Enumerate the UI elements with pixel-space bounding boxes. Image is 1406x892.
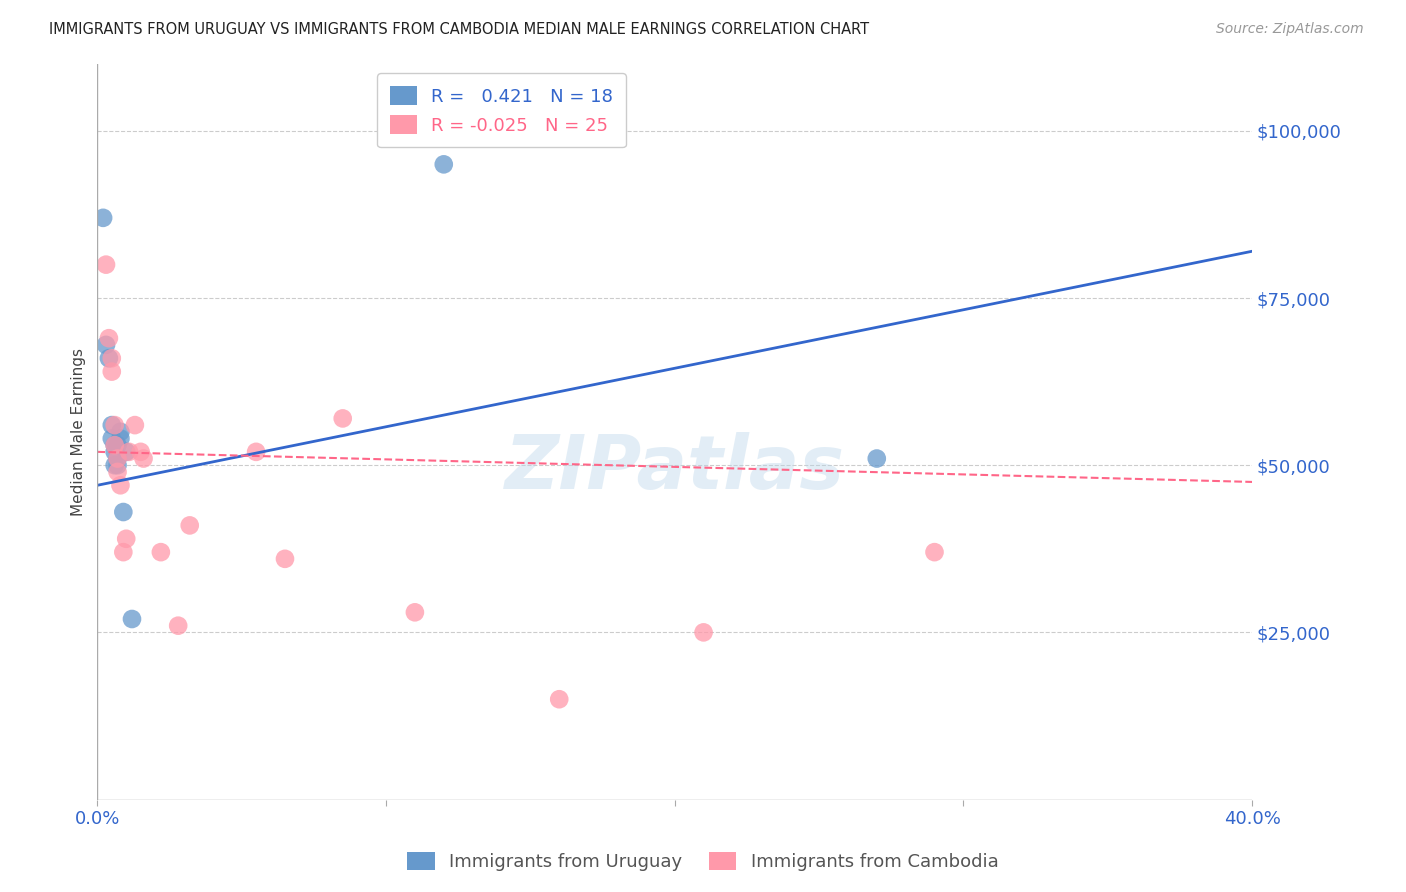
Point: [101, 432, 124, 446]
Point: [107, 451, 129, 466]
Point: [149, 545, 172, 559]
Point: [112, 545, 135, 559]
Text: ZIPatlas: ZIPatlas: [505, 432, 845, 505]
Point: [94, 258, 117, 272]
Legend: R =   0.421   N = 18, R = -0.025   N = 25: R = 0.421 N = 18, R = -0.025 N = 25: [377, 73, 626, 147]
Point: [332, 411, 354, 425]
Point: [104, 458, 127, 473]
Point: [101, 418, 124, 433]
Point: [433, 157, 456, 171]
Point: [129, 445, 152, 459]
Point: [167, 618, 190, 632]
Point: [866, 451, 889, 466]
Point: [404, 605, 426, 619]
Y-axis label: Median Male Earnings: Median Male Earnings: [72, 348, 86, 516]
Point: [107, 451, 129, 466]
Point: [94, 338, 117, 352]
Point: [179, 518, 201, 533]
Point: [124, 418, 146, 433]
Point: [101, 351, 124, 366]
Point: [107, 458, 129, 473]
Point: [104, 445, 127, 459]
Point: [97, 331, 120, 345]
Text: IMMIGRANTS FROM URUGUAY VS IMMIGRANTS FROM CAMBODIA MEDIAN MALE EARNINGS CORRELA: IMMIGRANTS FROM URUGUAY VS IMMIGRANTS FR…: [49, 22, 869, 37]
Point: [118, 445, 141, 459]
Point: [104, 438, 127, 452]
Point: [924, 545, 946, 559]
Point: [110, 425, 132, 439]
Legend: Immigrants from Uruguay, Immigrants from Cambodia: Immigrants from Uruguay, Immigrants from…: [401, 845, 1005, 879]
Point: [104, 418, 127, 433]
Point: [121, 612, 143, 626]
Point: [107, 438, 129, 452]
Point: [115, 532, 138, 546]
Point: [245, 445, 267, 459]
Point: [110, 432, 132, 446]
Point: [692, 625, 714, 640]
Point: [548, 692, 571, 706]
Point: [101, 365, 124, 379]
Point: [97, 351, 120, 366]
Point: [91, 211, 114, 225]
Point: [110, 478, 132, 492]
Text: Source: ZipAtlas.com: Source: ZipAtlas.com: [1216, 22, 1364, 37]
Point: [104, 438, 127, 452]
Point: [112, 505, 135, 519]
Point: [107, 465, 129, 479]
Point: [274, 551, 297, 566]
Point: [132, 451, 155, 466]
Point: [115, 445, 138, 459]
